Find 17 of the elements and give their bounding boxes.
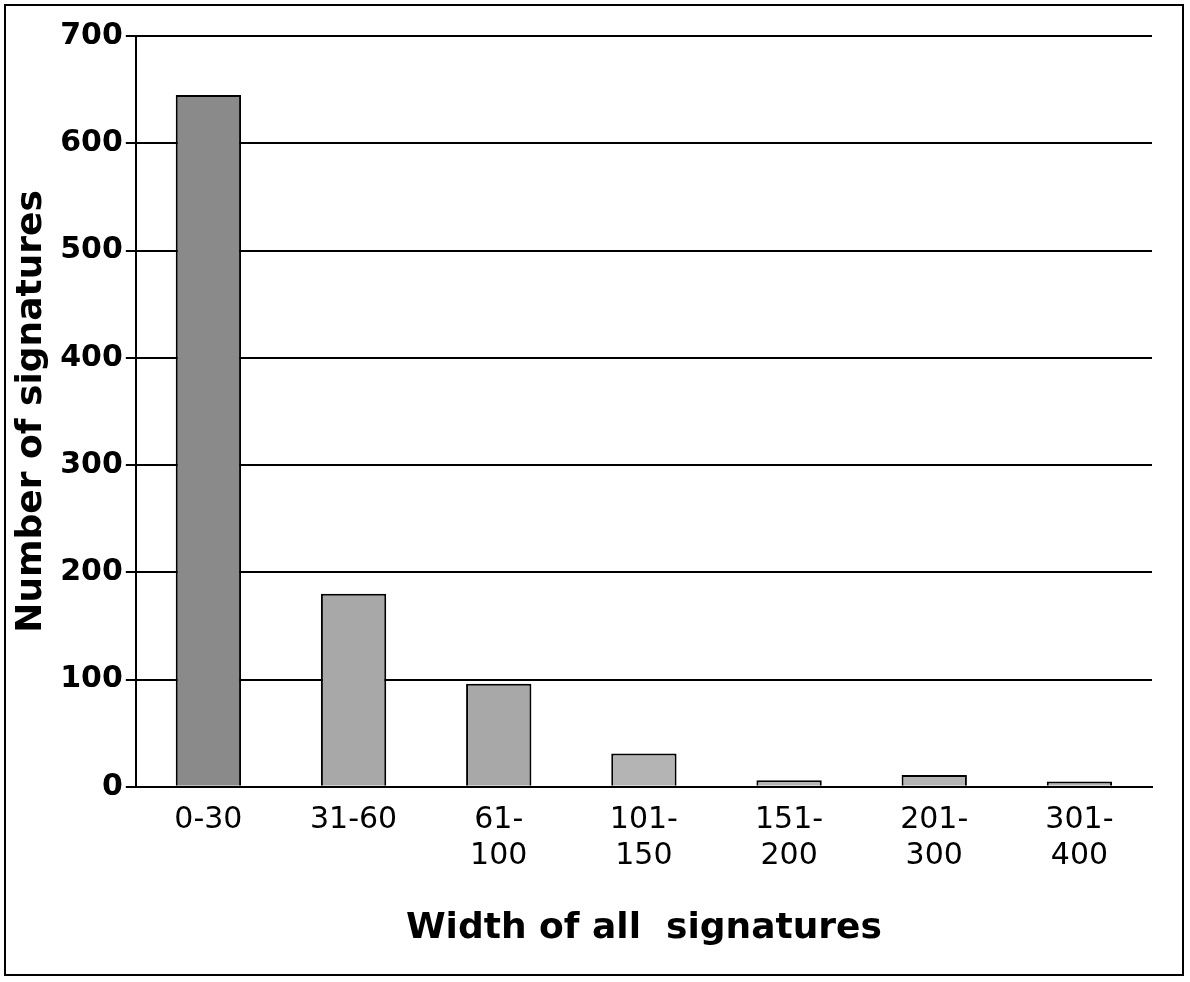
y-tick-label: 700 — [60, 15, 123, 51]
x-tick-label: 101-150 — [609, 799, 678, 871]
x-tick-label: 61-100 — [470, 799, 528, 871]
y-tick-label: 600 — [60, 123, 123, 159]
y-tick-label: 400 — [60, 337, 123, 373]
x-tick-label: 201-300 — [900, 799, 969, 871]
x-tick-label: 301-400 — [1045, 799, 1114, 871]
y-axis-title: Number of signatures — [7, 190, 49, 633]
x-axis-title: Width of all signatures — [405, 904, 882, 946]
y-tick-label: 300 — [60, 444, 123, 480]
y-tick-label: 200 — [60, 552, 123, 588]
y-tick-label: 500 — [60, 230, 123, 266]
y-tick-label: 0 — [101, 766, 123, 802]
x-tick-label: 151-200 — [755, 799, 824, 871]
x-tick-label: 31-60 — [309, 799, 398, 835]
y-tick-label: 100 — [60, 659, 123, 695]
x-tick-label: 0-30 — [174, 799, 243, 835]
